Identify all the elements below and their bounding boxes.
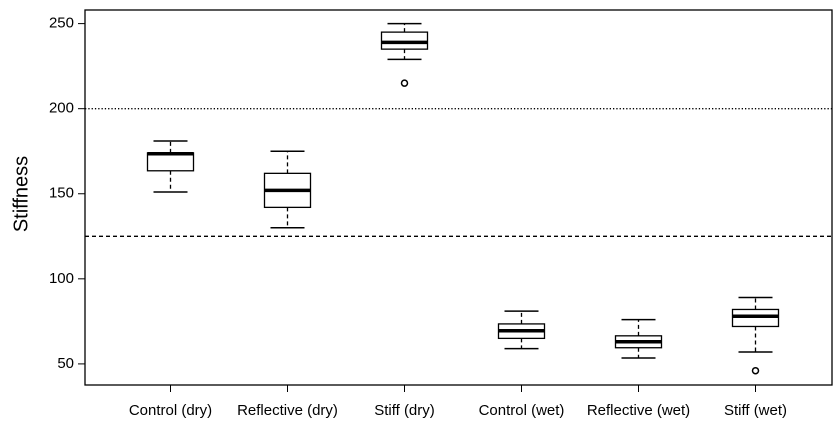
box bbox=[146, 152, 195, 172]
y-tick-label: 200 bbox=[49, 100, 74, 117]
y-tick-label: 50 bbox=[57, 355, 74, 372]
x-tick-label: Reflective (dry) bbox=[237, 402, 338, 419]
y-tick-label: 250 bbox=[49, 15, 74, 32]
x-tick-label: Reflective (wet) bbox=[587, 402, 690, 419]
x-tick-label: Stiff (dry) bbox=[374, 402, 435, 419]
x-tick-label: Control (wet) bbox=[479, 402, 565, 419]
x-tick-label: Stiff (wet) bbox=[724, 402, 787, 419]
x-tick-label: Control (dry) bbox=[129, 402, 212, 419]
outlier bbox=[400, 79, 409, 87]
outlier bbox=[751, 366, 760, 375]
y-tick-label: 150 bbox=[49, 185, 74, 202]
y-tick-label: 100 bbox=[49, 270, 74, 287]
y-axis-label: Stiffness bbox=[10, 156, 32, 232]
plot-frame bbox=[84, 9, 833, 386]
